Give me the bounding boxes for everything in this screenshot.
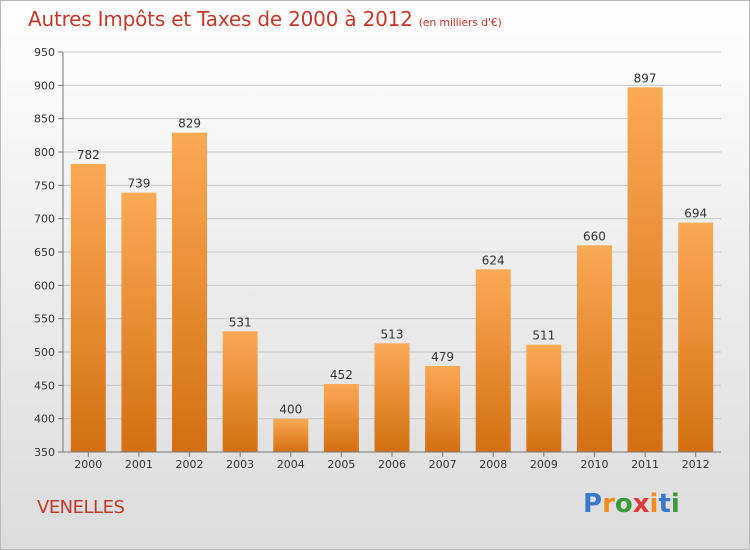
x-tick-label: 2002 — [176, 458, 204, 471]
y-tick-label: 850 — [34, 113, 55, 126]
x-tick-label: 2001 — [125, 458, 153, 471]
chart-subtitle: (en milliers d'€) — [418, 16, 502, 29]
bar-2009 — [526, 344, 562, 452]
x-tick-label: 2010 — [580, 458, 608, 471]
y-tick-label: 400 — [34, 413, 55, 426]
y-tick-label: 700 — [34, 213, 55, 226]
data-label: 479 — [431, 350, 454, 364]
data-label: 782 — [77, 148, 100, 162]
logo-letter: P — [583, 489, 603, 519]
logo-letter: i — [649, 489, 659, 519]
data-label: 511 — [532, 329, 555, 343]
bar-2002 — [172, 132, 208, 452]
logo-letter: r — [602, 489, 615, 519]
bar-2005 — [323, 384, 359, 452]
chart-title-block: Autres Impôts et Taxes de 2000 à 2012 (en… — [28, 7, 502, 31]
x-tick-label: 2012 — [682, 458, 710, 471]
bar-2004 — [273, 418, 309, 452]
bar-2007 — [425, 366, 461, 452]
data-label: 400 — [279, 403, 302, 417]
y-tick-label: 450 — [34, 379, 55, 392]
data-label: 660 — [583, 229, 606, 243]
data-label: 624 — [482, 253, 505, 267]
data-label: 531 — [229, 315, 252, 329]
y-tick-label: 750 — [34, 179, 55, 192]
x-tick-label: 2009 — [530, 458, 558, 471]
x-tick-label: 2004 — [277, 458, 305, 471]
data-label: 452 — [330, 368, 353, 382]
x-tick-label: 2007 — [429, 458, 457, 471]
y-tick-label: 650 — [34, 246, 55, 259]
logo-letter: x — [632, 489, 650, 519]
data-label: 694 — [684, 207, 707, 221]
x-tick-label: 2005 — [327, 458, 355, 471]
data-label: 739 — [127, 177, 150, 191]
bar-2010 — [576, 245, 612, 452]
y-tick-label: 550 — [34, 313, 55, 326]
x-tick-label: 2011 — [631, 458, 659, 471]
x-tick-label: 2006 — [378, 458, 406, 471]
data-label: 829 — [178, 117, 201, 131]
y-tick-label: 600 — [34, 279, 55, 292]
data-label: 513 — [381, 327, 404, 341]
x-tick-label: 2008 — [479, 458, 507, 471]
x-tick-label: 2000 — [74, 458, 102, 471]
logo-letter: o — [614, 489, 633, 519]
y-tick-label: 900 — [34, 79, 55, 92]
bar-2000 — [70, 164, 106, 452]
bar-2006 — [374, 343, 410, 452]
bar-2003 — [222, 331, 258, 452]
y-tick-label: 800 — [34, 146, 55, 159]
logo-letter: t — [658, 489, 671, 519]
proxiti-logo: Proxiti — [583, 489, 680, 519]
data-label: 897 — [634, 71, 657, 85]
bar-2012 — [678, 222, 714, 452]
bar-2001 — [121, 192, 157, 452]
chart-title: Autres Impôts et Taxes de 2000 à 2012 — [28, 7, 413, 31]
y-tick-label: 950 — [34, 46, 55, 59]
bar-2011 — [627, 87, 663, 452]
commune-name: VENELLES — [37, 497, 125, 518]
logo-letter: i — [670, 489, 680, 519]
bar-2008 — [475, 269, 511, 452]
y-tick-label: 500 — [34, 346, 55, 359]
y-tick-label: 350 — [34, 446, 55, 459]
x-tick-label: 2003 — [226, 458, 254, 471]
